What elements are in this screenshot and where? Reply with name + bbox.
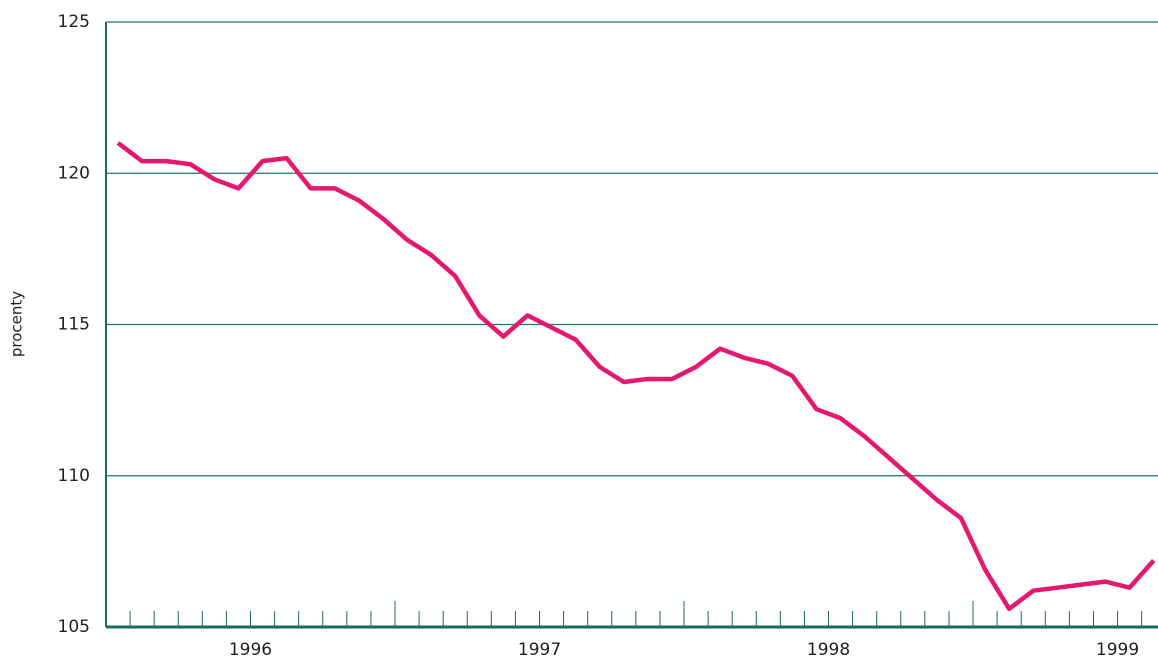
x-tick-label: 1997 xyxy=(518,640,561,660)
y-tick-label: 110 xyxy=(58,466,90,486)
y-axis-label: procenty xyxy=(8,291,26,357)
x-tick-label: 1996 xyxy=(229,640,272,660)
data-line xyxy=(116,141,1156,612)
y-tick-label: 120 xyxy=(58,163,90,183)
y-tick-label: 125 xyxy=(58,12,90,32)
x-tick-label: 1999 xyxy=(1096,640,1139,660)
y-tick-label: 105 xyxy=(58,617,90,637)
y-tick-label: 115 xyxy=(58,315,90,335)
x-tick-label: 1998 xyxy=(807,640,850,660)
